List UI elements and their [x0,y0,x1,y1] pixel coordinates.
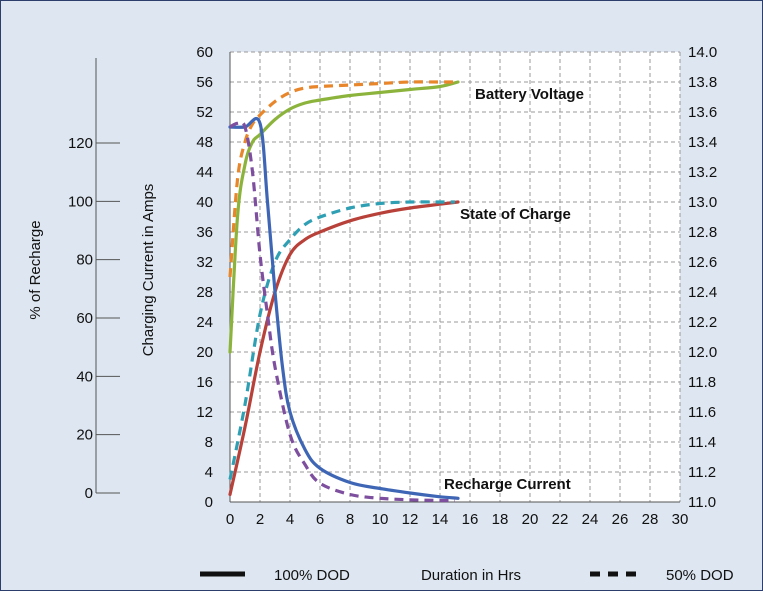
volts-tick-label: 11.2 [688,464,716,481]
amps-tick-label: 24 [196,314,213,331]
series-line-recharge-current-100-dod [228,116,460,500]
x-tick-label: 20 [522,511,539,528]
annotation-battery-voltage: Battery Voltage [475,86,584,103]
amps-tick-label: 28 [196,284,213,301]
x-tick-label: 26 [612,511,629,528]
amps-tick-label: 0 [205,494,213,511]
amps-tick-label: 32 [196,254,213,271]
volts-tick-label: 13.2 [688,164,717,181]
percent-axis: 0 20 40 60 80 100 120 [68,58,120,502]
x-tick-label: 22 [552,511,569,528]
x-axis-title: Duration in Hrs [421,567,521,584]
volts-tick-label: 12.0 [688,344,717,361]
volts-tick-label: 13.8 [688,74,717,91]
x-tick-label: 2 [256,511,264,528]
x-tick-label: 14 [432,511,449,528]
amps-axis-title: Charging Current in Amps [140,184,157,357]
volts-tick-label: 12.4 [688,284,717,301]
series-line-battery-voltage-100-dod [228,80,460,354]
amps-tick-label: 36 [196,224,213,241]
x-tick-label: 8 [346,511,354,528]
percent-tick-label: 0 [85,485,93,502]
amps-tick-label: 16 [196,374,213,391]
volts-tick-label: 12.8 [688,224,717,241]
volts-tick-label: 14.0 [688,44,717,61]
x-tick-label: 18 [492,511,509,528]
amps-tick-label: 4 [205,464,213,481]
amps-tick-label: 44 [196,164,213,181]
percent-tick-label: 20 [76,427,93,444]
x-tick-label: 30 [672,511,689,528]
x-tick-label: 24 [582,511,599,528]
x-tick-label: 28 [642,511,659,528]
legend-solid-label: 100% DOD [274,567,350,584]
amps-tick-label: 60 [196,44,213,61]
grid [229,51,681,503]
x-tick-label: 16 [462,511,479,528]
volts-tick-label: 11.8 [688,374,716,391]
volts-tick-label: 13.4 [688,134,717,151]
volts-tick-label: 13.0 [688,194,717,211]
percent-axis-title: % of Recharge [27,220,44,319]
x-tick-label: 4 [286,511,294,528]
amps-tick-label: 48 [196,134,213,151]
volts-axis-ticks: 11.0 11.2 11.4 11.6 11.8 12.0 12.2 12.4 12.6 12.8… [688,44,717,511]
annotation-state-of-charge: State of Charge [460,206,571,223]
series-line-recharge-current-50-dod [229,120,456,503]
volts-tick-label: 11.4 [688,434,716,451]
amps-tick-label: 12 [196,404,213,421]
amps-tick-label: 56 [196,74,213,91]
amps-tick-label: 40 [196,194,213,211]
x-tick-label: 12 [402,511,419,528]
volts-tick-label: 12.6 [688,254,717,271]
x-axis-ticks: 0 2 4 6 8 10 12 14 16 18 20 22 24 26 28 30 [226,511,689,528]
x-tick-label: 10 [372,511,389,528]
series-lines [228,80,460,503]
amps-tick-label: 8 [205,434,213,451]
annotation-recharge-current: Recharge Current [444,476,571,493]
legend-dashed-label: 50% DOD [666,567,734,584]
plot-area [230,52,680,502]
x-tick-label: 6 [316,511,324,528]
percent-tick-label: 80 [76,252,93,269]
volts-tick-label: 11.6 [688,404,716,421]
amps-tick-label: 52 [196,104,213,121]
percent-tick-label: 40 [76,368,93,385]
percent-tick-label: 100 [68,193,93,210]
volts-tick-label: 12.2 [688,314,717,331]
percent-tick-label: 120 [68,135,93,152]
x-tick-label: 0 [226,511,234,528]
series-line-state-of-charge-50-dod [228,200,455,480]
amps-tick-label: 20 [196,344,213,361]
volts-tick-label: 11.0 [688,494,716,511]
series-line-battery-voltage-50-dod [228,80,455,278]
series-line-state-of-charge-100-dod [228,200,460,497]
volts-tick-label: 13.6 [688,104,717,121]
percent-tick-label: 60 [76,310,93,327]
